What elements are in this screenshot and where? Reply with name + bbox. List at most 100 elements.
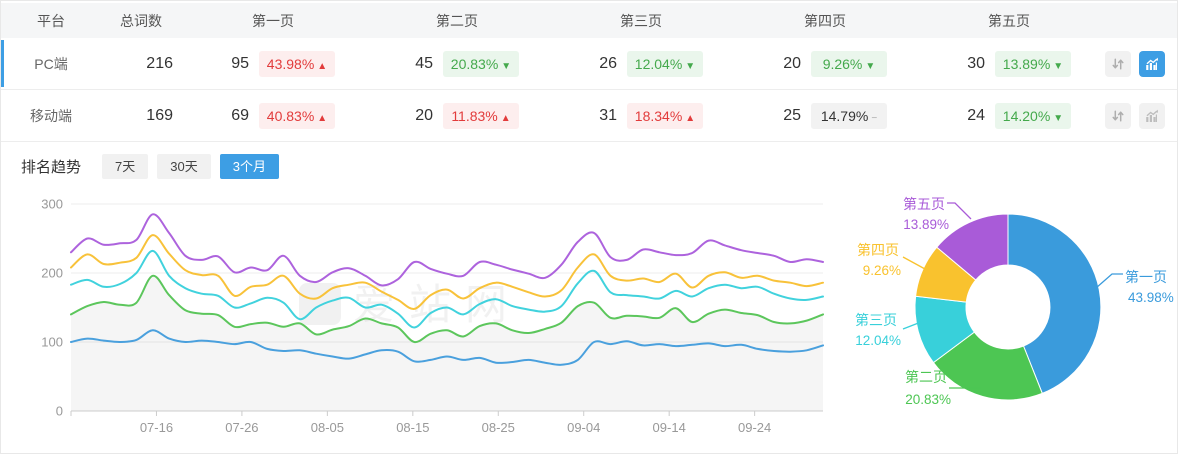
label-leader-line [902,321,922,330]
trend-title: 排名趋势 [21,158,82,176]
tab-7days[interactable]: 7天 [102,153,149,179]
slice-label-第一页: 第一页 [1125,269,1167,285]
trend-chart-icon[interactable] [1139,102,1165,129]
label-leader-line [1095,273,1123,289]
page3-cell: 26 12.04% ▼ [549,50,733,77]
y-axis-label: 200 [41,266,63,281]
page2-count: 45 [415,54,433,72]
trend-down-icon: ▼ [685,60,696,72]
trend-up-icon: ▲ [500,112,511,124]
rank-table-header: 平台 总词数 第一页 第二页 第三页 第四页 第五页 [1,3,1177,38]
total-keywords-value: 216 [146,54,173,72]
trend-down-icon: ▼ [1053,60,1064,72]
y-axis-label: 100 [41,335,63,350]
page4-count: 25 [783,106,801,124]
series-line-第三页 [70,249,824,329]
page5-percent-badge: 14.20% ▼ [995,102,1071,129]
label-leader-line [947,202,972,220]
page1-count: 95 [231,54,249,72]
page2-count: 20 [415,106,433,124]
col-header-total: 总词数 [120,12,162,29]
slice-percent-第五页: 13.89% [903,217,949,232]
table-row-mobile[interactable]: 移动端 169 69 40.83% ▲ 20 11.83% ▲ 31 18.34% ▲ 25 14.79… [1,90,1177,142]
x-axis-label: 07-26 [225,420,258,435]
tab-30days[interactable]: 30天 [157,153,211,179]
slice-percent-第二页: 20.83% [905,392,951,407]
donut-slice-第一页[interactable] [1007,213,1102,395]
page5-percent-badge: 13.89% ▼ [995,50,1071,77]
slice-label-第四页: 第四页 [857,242,899,258]
page5-cell: 24 14.20% ▼ [917,102,1101,129]
col-header-page3: 第三页 [620,12,662,29]
x-axis-label: 07-16 [140,420,173,435]
sort-arrows-icon[interactable] [1105,50,1131,77]
col-header-page5: 第五页 [988,12,1030,29]
trend-flat-icon: − [871,112,878,124]
slice-percent-第一页: 43.98% [1128,290,1174,305]
slice-percent-第四页: 9.26% [863,263,901,278]
row-actions [1101,50,1177,77]
series-line-第五页 [70,213,824,287]
tab-3months[interactable]: 3个月 [219,153,279,179]
series-line-第二页 [70,274,824,344]
y-axis-label: 300 [41,197,63,212]
page1-count: 69 [231,106,249,124]
page2-percent-badge: 11.83% ▲ [443,102,519,129]
donut-slice-第二页[interactable] [932,331,1043,401]
page1-cell: 95 43.98% ▲ [181,50,365,77]
page1-cell: 69 40.83% ▲ [181,102,365,129]
page3-cell: 31 18.34% ▲ [549,102,733,129]
trend-up-icon: ▲ [685,112,696,124]
series-line-第四页 [70,234,824,310]
col-header-page1: 第一页 [252,12,294,29]
page2-cell: 45 20.83% ▼ [365,50,549,77]
x-axis-label: 08-25 [482,420,515,435]
sort-arrows-icon[interactable] [1105,102,1131,129]
row-actions [1101,102,1177,129]
rank-table: 平台 总词数 第一页 第二页 第三页 第四页 第五页 PC端 216 95 43.98… [1,3,1177,142]
trend-toolbar: 排名趋势 7天 30天 3个月 [1,142,1177,190]
page1-percent-badge: 43.98% ▲ [259,50,335,77]
trend-down-icon: ▼ [1053,112,1064,124]
x-axis-label: 08-15 [396,420,429,435]
page3-percent-badge: 18.34% ▲ [627,102,703,129]
page2-cell: 20 11.83% ▲ [365,102,549,129]
area-fill [71,275,823,411]
x-axis-label: 09-14 [653,420,686,435]
col-header-platform: 平台 [37,12,65,29]
page4-percent-badge: 9.26% ▼ [811,50,887,77]
col-header-page2: 第二页 [436,12,478,29]
y-axis-label: 0 [56,404,63,419]
trend-up-icon: ▲ [317,112,328,124]
slice-percent-第三页: 12.04% [855,333,901,348]
page4-percent-badge: 14.79% − [811,102,887,129]
page5-count: 30 [967,54,985,72]
page4-cell: 20 9.26% ▼ [733,50,917,77]
slice-label-第三页: 第三页 [855,312,897,328]
page4-cell: 25 14.79% − [733,102,917,129]
page3-count: 26 [599,54,617,72]
page1-percent-badge: 40.83% ▲ [259,102,335,129]
trend-chart-icon[interactable] [1139,50,1165,77]
x-axis-label: 09-04 [567,420,600,435]
platform-label: 移动端 [30,107,72,124]
trend-down-icon: ▼ [865,60,876,72]
table-row-pc[interactable]: PC端 216 95 43.98% ▲ 45 20.83% ▼ 26 12.04% ▼ 20 9.26%… [1,38,1177,90]
trend-up-icon: ▲ [317,60,328,72]
series-line-第一页 [70,329,824,366]
page2-percent-badge: 20.83% ▼ [443,50,519,77]
slice-label-第二页: 第二页 [905,369,947,385]
total-keywords-value: 169 [146,106,173,124]
page5-cell: 30 13.89% ▼ [917,50,1101,77]
x-axis-label: 08-05 [311,420,344,435]
slice-label-第五页: 第五页 [903,196,945,212]
x-axis-label: 09-24 [738,420,771,435]
trend-down-icon: ▼ [501,60,512,72]
col-header-page4: 第四页 [804,12,846,29]
donut-slice-第五页[interactable] [936,213,1009,281]
page-distribution-donut-chart: 第一页 43.98% 第二页 20.83% 第三页 12.04% 第四页 9.26% 第五页 13… [855,196,1174,407]
page3-percent-badge: 12.04% ▼ [627,50,703,77]
page3-count: 31 [599,106,617,124]
